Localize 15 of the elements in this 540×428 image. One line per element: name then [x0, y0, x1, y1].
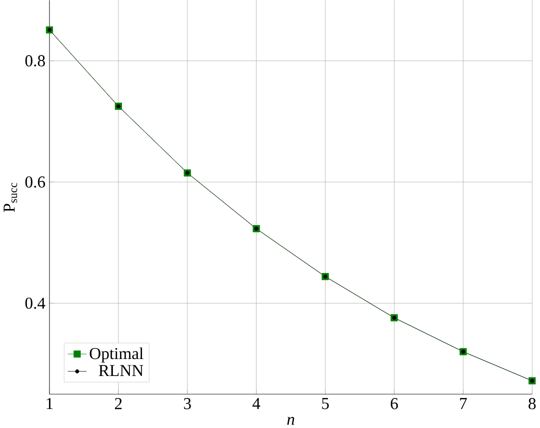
legend-label: RLNN [98, 364, 144, 376]
x-tick-label: 8 [528, 398, 536, 410]
x-tick-label: 7 [460, 398, 467, 409]
x-tick-label: 1 [46, 398, 53, 409]
x-tick-label: 2 [114, 398, 122, 409]
x-tick-label: 6 [390, 398, 398, 410]
y-tick-label: 0.4 [25, 297, 46, 309]
x-tick-label: 5 [322, 398, 329, 409]
x-tick-label: 4 [252, 398, 260, 409]
y-tick-label: 0.8 [25, 54, 45, 66]
x-axis-title: n [287, 416, 294, 425]
legend-label: Optimal [90, 347, 144, 362]
y-tick-label: 0.6 [25, 176, 46, 188]
x-tick-label: 3 [184, 398, 191, 410]
y-axis-title: P$_{succ}$ [4, 182, 18, 212]
